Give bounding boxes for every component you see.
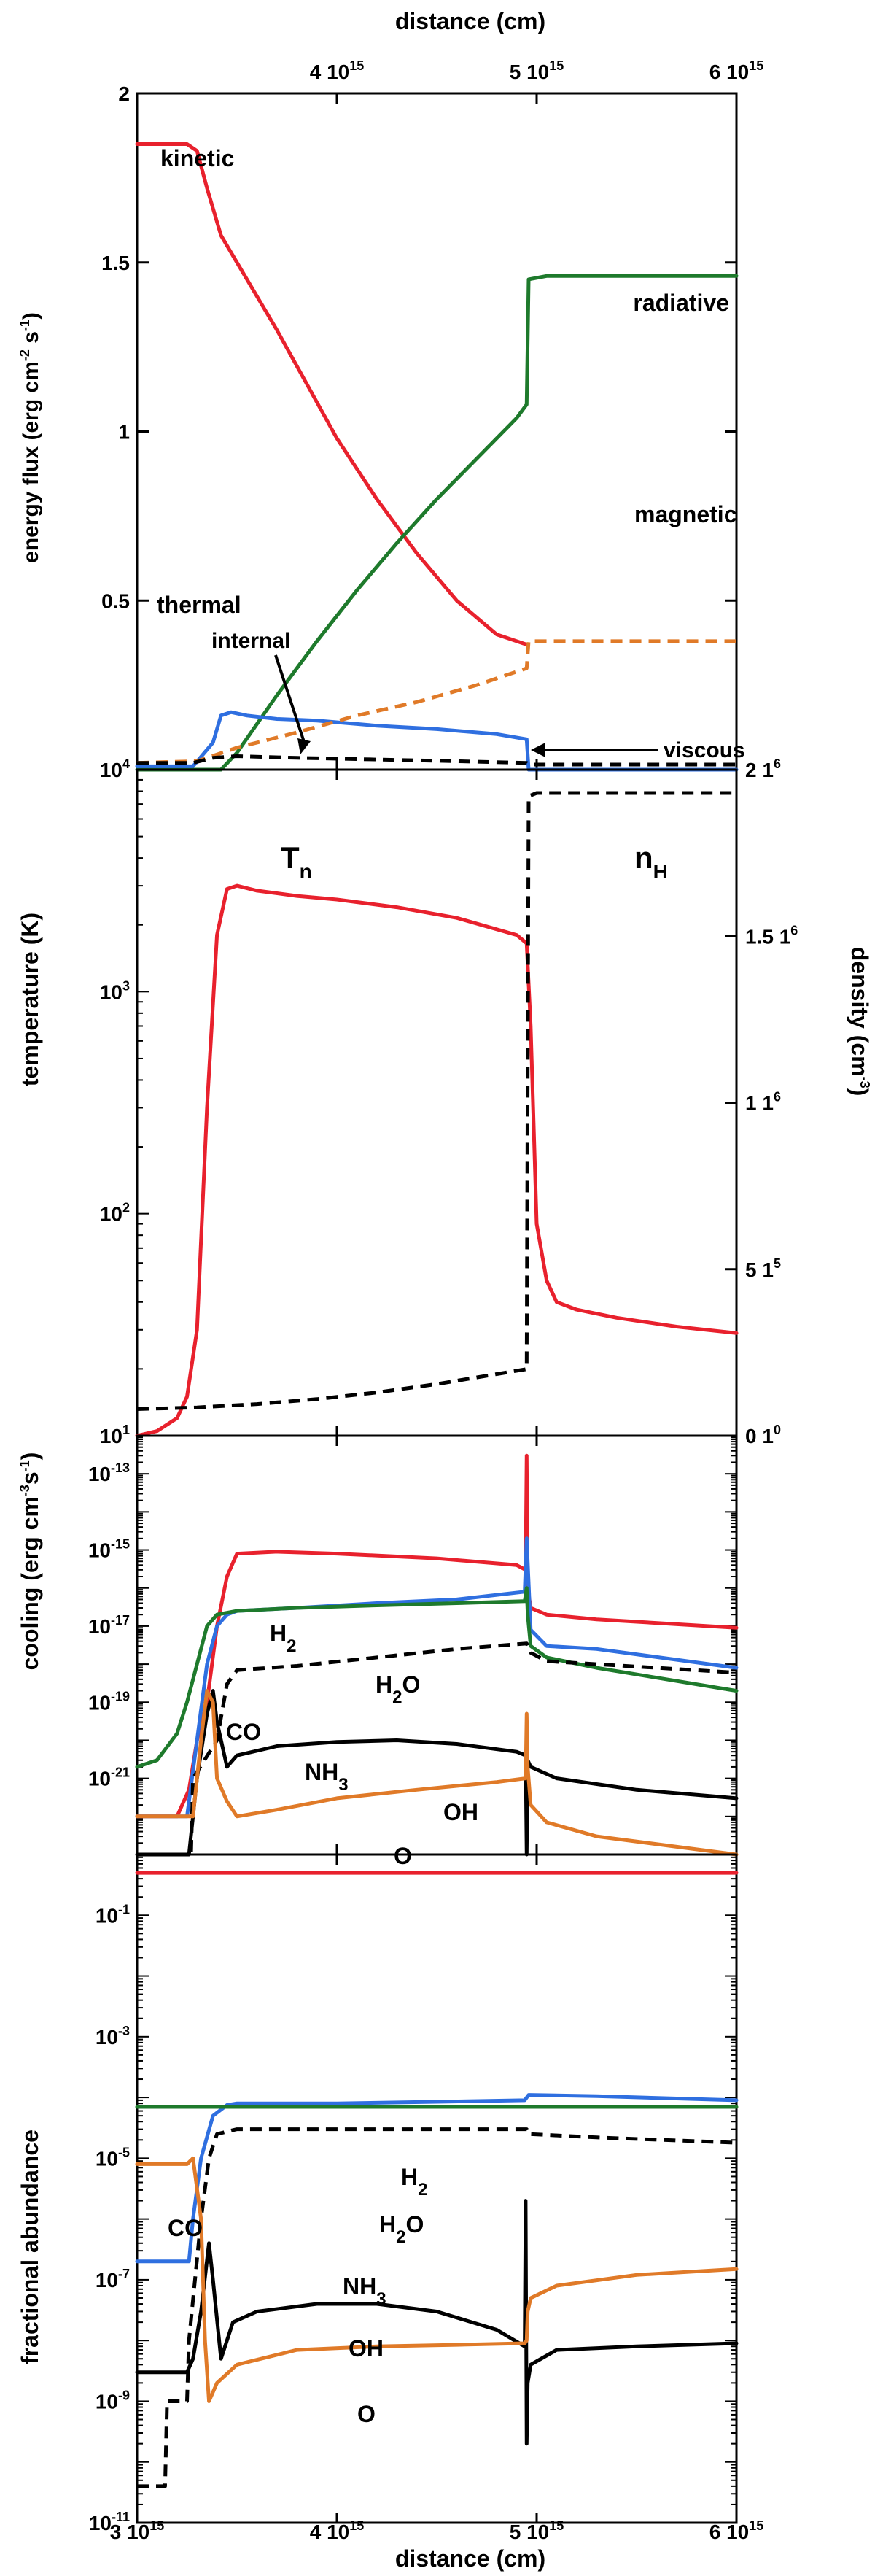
series-label-thermal: thermal [157,592,241,618]
internal-annotation: internal [211,629,290,653]
y2-tick-label: 0 10 [745,1423,781,1447]
y2-tick-label: 1 16 [745,1090,781,1115]
series-label-h2o: H2O [376,1671,420,1707]
fractional-abundance-y-axis-label: fractional abundance [17,2130,43,2364]
series-label-nh3: NH3 [343,2273,386,2309]
cooling-y-axis-label: cooling (erg cm-3s-1) [17,1453,43,1671]
top-x-tick-label: 4 1015 [310,58,365,83]
top-x-tick-label: 5 1015 [510,58,564,83]
energy-flux-panel: 0.5 1 1.5 2 [101,82,739,772]
series-line-nh [136,791,736,1411]
series-line-tn [135,883,739,1438]
y-tick-label: 101 [100,1423,130,1447]
y-tick-label: 0.5 [101,589,130,612]
series-label-o: O [394,1843,412,1869]
y-tick-label: 10-3 [96,2024,130,2049]
y-tick-label: 102 [100,1201,130,1226]
y2-tick-label: 1.5 16 [745,923,798,948]
series-label-co: CO [226,1719,261,1745]
series-label-oh: OH [349,2335,384,2362]
series-line-oh [135,2199,739,2446]
series-label-h2o: H2O [379,2211,424,2247]
series-line-nh3 [137,2127,737,2488]
internal-arrow [274,654,306,745]
series-line-radiative [135,274,739,772]
viscous-annotation: viscous [664,738,745,762]
series-label-nh3: NH3 [305,1759,349,1795]
y2-tick-label: 5 15 [745,1256,781,1281]
bottom-x-tick-label: 4 1015 [310,2518,365,2543]
y-tick-label: 10-15 [88,1537,130,1562]
y-tick-label: 2 [118,82,130,105]
viscous-arrowhead [531,743,545,757]
temperature-y-axis-label: temperature (K) [17,913,43,1086]
y-tick-label: 104 [100,757,130,781]
bottom-x-tick-label: 5 1015 [510,2518,564,2543]
bottom-x-tick-label: 3 1015 [110,2518,165,2543]
y-tick-label: 10-19 [88,1689,130,1714]
density-y-axis-label: density (cm-3) [847,947,873,1096]
temperature-density-panel: 101 102 103 104 0 10 5 15 1 16 1.5 16 2 16 [100,757,798,1447]
series-line-o [135,2156,739,2403]
bottom-x-axis-label: distance (cm) [395,2545,545,2572]
series-line-oh [135,1689,739,1857]
series-line-co [135,1586,739,1769]
y-tick-label: 1.5 [101,252,130,274]
series-line-nh3 [137,1641,737,1857]
series-label-nh: nH [634,840,668,883]
series-line-h2o [135,1536,739,1819]
series-label-radiative: radiative [633,290,729,316]
bottom-x-tick-label: 6 1015 [709,2518,764,2543]
series-label-h2: H2 [401,2164,427,2200]
top-x-tick-label: 6 1015 [709,58,764,83]
y2-tick-label: 2 16 [745,757,781,781]
series-line-internal [137,754,736,767]
series-label-co: CO [168,2215,203,2241]
y-tick-label: 10-1 [96,1902,130,1927]
plot-frame [136,1853,738,2524]
series-label-magnetic: magnetic [634,501,736,527]
series-line-kinetic [135,142,529,646]
series-label-kinetic: kinetic [160,145,234,171]
y-tick-label: 10-13 [88,1461,130,1485]
y-tick-label: 1 [118,421,130,444]
series-label-o: O [357,2401,376,2427]
y-tick-label: 10-21 [88,1765,130,1790]
internal-arrowhead [298,738,311,754]
y-tick-label: 10-7 [96,2267,130,2291]
series-line-magnetic [136,639,736,765]
cooling-panel: 10-13 10-15 10-17 10-19 10-21 [88,1434,739,1857]
y-tick-label: 10-9 [96,2388,130,2413]
fractional-abundance-panel: 10-1 10-3 10-5 10-7 10-9 10-11 [89,1853,739,2534]
series-line-h2o [135,2093,739,2264]
top-x-axis-label: distance (cm) [395,8,545,34]
energy-flux-y-axis-label: energy flux (erg cm-2 s-1) [18,312,43,563]
y-tick-label: 10-5 [96,2145,130,2170]
y-tick-label: 10-17 [88,1613,130,1638]
series-label-tn: Tn [281,840,312,883]
y-tick-label: 10-11 [89,2510,130,2534]
series-label-oh: OH [443,1799,478,1825]
y-tick-label: 103 [100,978,130,1003]
series-label-h2: H2 [270,1620,296,1656]
plot-frame [136,92,738,771]
series-line-o [135,1689,739,1857]
